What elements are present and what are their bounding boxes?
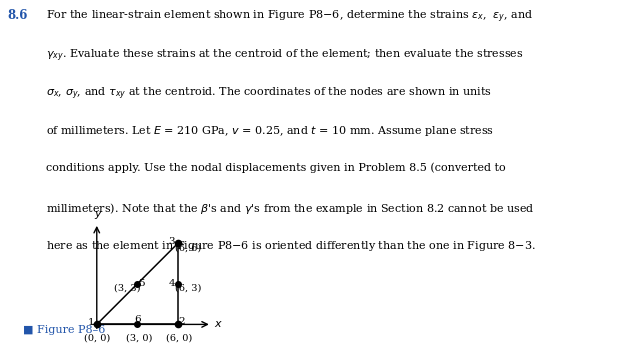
Text: 3: 3 <box>168 237 175 246</box>
Text: $x$: $x$ <box>213 319 223 329</box>
Text: of millimeters. Let $E$ = 210 GPa, $v$ = 0.25, and $t$ = 10 mm. Assume plane str: of millimeters. Let $E$ = 210 GPa, $v$ =… <box>46 124 494 138</box>
Text: 1: 1 <box>88 318 94 327</box>
Text: $y$: $y$ <box>94 209 103 221</box>
Text: $\gamma_{xy}$. Evaluate these strains at the centroid of the element; then evalu: $\gamma_{xy}$. Evaluate these strains at… <box>46 47 524 64</box>
Text: millimeters). Note that the $\beta$'s and $\gamma$'s from the example in Section: millimeters). Note that the $\beta$'s an… <box>46 201 535 215</box>
Text: (0, 0): (0, 0) <box>84 334 110 343</box>
Text: $\sigma_x$, $\sigma_y$, and $\tau_{xy}$ at the centroid. The coordinates of the : $\sigma_x$, $\sigma_y$, and $\tau_{xy}$ … <box>46 86 492 102</box>
Text: (6, 6): (6, 6) <box>175 243 201 252</box>
Text: conditions apply. Use the nodal displacements given in Problem 8.5 (converted to: conditions apply. Use the nodal displace… <box>46 162 506 173</box>
Text: (3, 3): (3, 3) <box>114 284 141 293</box>
Text: 6: 6 <box>134 315 141 324</box>
Text: (3, 0): (3, 0) <box>125 334 152 343</box>
Text: 4: 4 <box>168 279 175 288</box>
Text: here as the element in Figure P8$-$6 is oriented differently than the one in Fig: here as the element in Figure P8$-$6 is … <box>46 239 536 253</box>
Text: (6, 3): (6, 3) <box>175 284 201 293</box>
Text: For the linear-strain element shown in Figure P8$-$6, determine the strains $\va: For the linear-strain element shown in F… <box>46 9 534 25</box>
Text: 2: 2 <box>178 317 184 326</box>
Text: (6, 0): (6, 0) <box>166 334 193 343</box>
Text: ■ Figure P8–6: ■ Figure P8–6 <box>23 326 106 335</box>
Text: 8.6: 8.6 <box>7 9 28 22</box>
Text: 5: 5 <box>138 279 145 288</box>
